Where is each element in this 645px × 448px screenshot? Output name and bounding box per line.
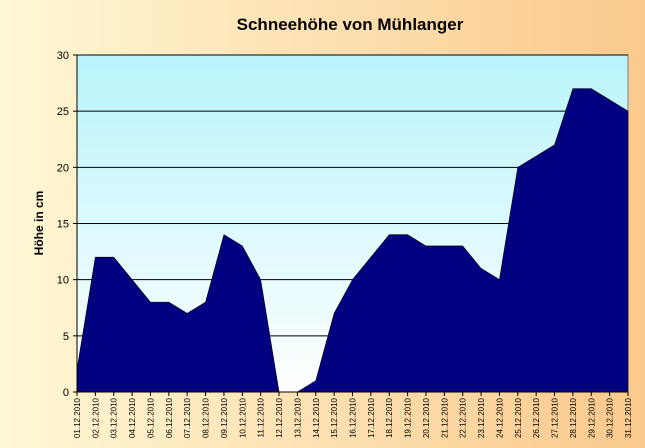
y-tick-label: 5 bbox=[63, 331, 69, 343]
y-tick-label: 10 bbox=[57, 275, 69, 287]
x-tick-label: 11.12.2010 bbox=[257, 397, 266, 437]
x-tick-label: 05.12.2010 bbox=[146, 397, 155, 438]
x-tick-label: 19.12.2010 bbox=[404, 397, 413, 438]
x-tick-label: 18.12.2010 bbox=[385, 397, 394, 438]
x-tick-label: 12.12.2010 bbox=[275, 397, 284, 438]
x-tick-label: 29.12.2010 bbox=[587, 397, 596, 438]
x-tick-label: 16.12.2010 bbox=[349, 397, 358, 438]
x-tick-label: 23.12.2010 bbox=[477, 397, 486, 438]
y-tick-label: 0 bbox=[63, 387, 69, 399]
x-tick-label: 17.12.2010 bbox=[367, 397, 376, 438]
x-tick-label: 07.12.2010 bbox=[183, 397, 192, 438]
x-tick-label: 02.12.2010 bbox=[91, 397, 100, 438]
axes bbox=[73, 54, 629, 396]
y-tick-label: 30 bbox=[57, 50, 69, 62]
x-tick-label: 15.12.2010 bbox=[330, 397, 339, 438]
x-tick-label: 21.12.2010 bbox=[440, 397, 449, 438]
x-tick-label: 04.12.2010 bbox=[128, 397, 137, 438]
area-series bbox=[76, 88, 629, 393]
x-tick-labels: 01.12.2010 02.12.2010 03.12.2010 04.12.2010… bbox=[73, 397, 633, 438]
x-tick-label: 27.12.2010 bbox=[551, 397, 560, 438]
x-tick-label: 20.12.2010 bbox=[422, 397, 431, 438]
x-tick-label: 08.12.2010 bbox=[202, 397, 211, 438]
x-tick-label: 30.12.2010 bbox=[606, 397, 615, 438]
x-tick-label: 25.12.2010 bbox=[514, 397, 523, 438]
y-tick-labels: 0 5 10 15 20 25 30 bbox=[57, 50, 69, 399]
x-tick-label: 26.12.2010 bbox=[532, 397, 541, 438]
y-tick-label: 20 bbox=[57, 162, 69, 174]
chart-title: Schneehöhe von Mühlanger bbox=[237, 15, 464, 34]
x-tick-label: 06.12.2010 bbox=[165, 397, 174, 438]
x-tick-label: 28.12.2010 bbox=[569, 397, 578, 438]
x-tick-label: 13.12.2010 bbox=[293, 397, 302, 438]
x-tick-label: 10.12.2010 bbox=[238, 397, 247, 438]
y-tick-label: 25 bbox=[57, 106, 69, 118]
area-series-snow-depth bbox=[76, 88, 629, 393]
x-tick-label: 03.12.2010 bbox=[110, 397, 119, 438]
y-tick-label: 15 bbox=[57, 219, 69, 231]
x-tick-label: 31.12.2010 bbox=[624, 397, 633, 438]
x-tick-label: 22.12.2010 bbox=[459, 397, 468, 438]
x-tick-label: 09.12.2010 bbox=[220, 397, 229, 438]
x-tick-label: 14.12.2010 bbox=[312, 397, 321, 438]
x-tick-label: 01.12.2010 bbox=[73, 397, 82, 438]
y-axis-label: Höhe in cm bbox=[32, 191, 46, 256]
x-tick-label: 24.12.2010 bbox=[495, 397, 504, 438]
